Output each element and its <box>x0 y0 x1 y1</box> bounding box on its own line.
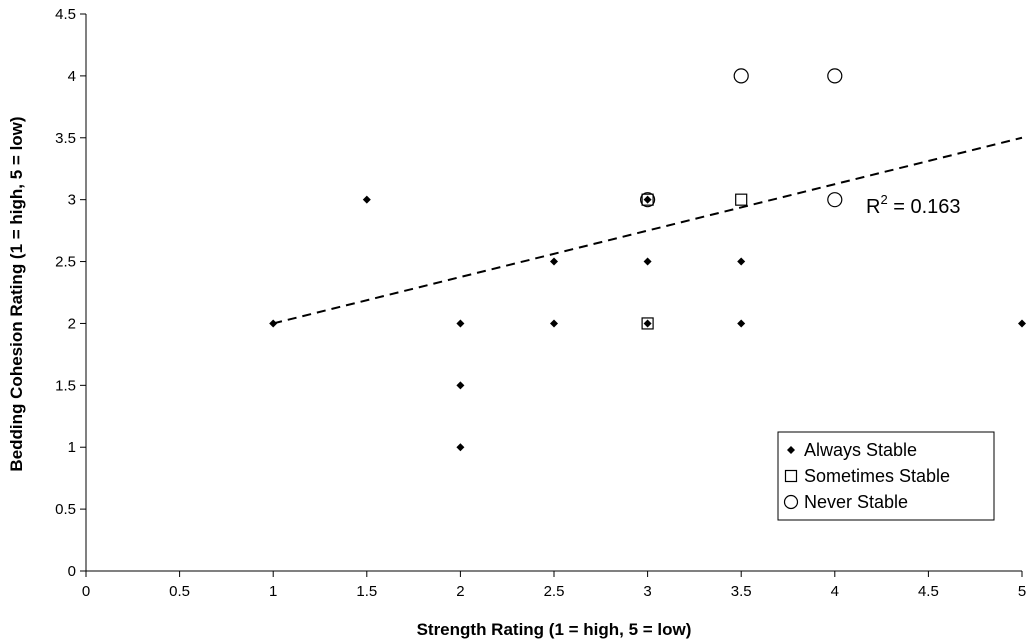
data-point <box>643 195 652 204</box>
legend: Always Stable Sometimes Stable Never Stabl… <box>777 431 995 521</box>
y-tick-label: 4 <box>68 68 76 85</box>
trendline <box>272 136 1023 325</box>
data-point <box>1018 319 1026 328</box>
x-tick-label: 2.5 <box>544 583 565 600</box>
x-tick-label: 2 <box>456 583 464 600</box>
data-point <box>827 68 843 84</box>
data-point <box>733 68 749 84</box>
r2-prefix: R <box>866 196 880 218</box>
x-axis-title: Strength Rating (1 = high, 5 = low) <box>417 620 692 639</box>
x-tick-label: 1 <box>269 583 277 600</box>
y-tick-label: 4.5 <box>55 6 76 23</box>
y-tick-label: 0.5 <box>55 501 76 518</box>
data-point <box>641 193 654 206</box>
data-point <box>269 319 278 328</box>
data-point <box>550 319 558 328</box>
data-point <box>639 192 656 208</box>
x-tick-label: 1.5 <box>356 583 377 600</box>
legend-marker <box>784 469 798 483</box>
y-tick-label: 2.5 <box>55 254 76 271</box>
x-tick-label: 0 <box>82 583 90 600</box>
legend-label: Never Stable <box>804 492 908 512</box>
r2-annotation: R2 = 0.163 <box>866 192 961 218</box>
x-tick-label: 3.5 <box>731 583 752 600</box>
data-point <box>737 319 746 328</box>
data-point <box>737 257 746 266</box>
data-point <box>643 319 652 328</box>
data-point <box>641 317 654 330</box>
data-points-layer <box>269 68 1026 452</box>
legend-marker <box>787 446 795 454</box>
legend-box <box>777 431 995 521</box>
x-tick-label: 3 <box>643 583 651 600</box>
data-point <box>456 319 465 328</box>
data-point <box>643 257 652 266</box>
r2-value: = 0.163 <box>888 196 961 218</box>
y-tick-label: 3 <box>68 192 76 209</box>
x-tick-label: 4.5 <box>918 583 939 600</box>
x-tick-label: 5 <box>1018 583 1026 600</box>
trendline-layer <box>272 136 1023 325</box>
data-point <box>362 195 371 204</box>
legend-label: Sometimes Stable <box>804 466 950 486</box>
y-tick-label: 1.5 <box>55 377 76 394</box>
x-tick-label: 4 <box>831 583 839 600</box>
data-point <box>550 257 558 266</box>
axes: 0 0.5 1 1.5 2 2.5 3 3.5 4 4.5 0 0.5 1 1.5 2 2.5 3 3.5 4 4.5… <box>55 6 1026 600</box>
legend-marker <box>783 494 799 510</box>
data-point <box>456 443 465 452</box>
y-tick-label: 1 <box>68 439 76 456</box>
y-tick-label: 2 <box>68 315 76 332</box>
y-tick-label: 0 <box>68 563 76 580</box>
data-point <box>827 192 843 208</box>
y-tick-label: 3.5 <box>55 130 76 147</box>
data-point <box>456 381 465 390</box>
x-tick-label: 0.5 <box>169 583 190 600</box>
data-point <box>735 193 748 206</box>
r2-superscript: 2 <box>880 192 887 207</box>
y-axis-title: Bedding Cohesion Rating (1 = high, 5 = l… <box>7 116 26 471</box>
legend-label: Always Stable <box>804 440 917 460</box>
